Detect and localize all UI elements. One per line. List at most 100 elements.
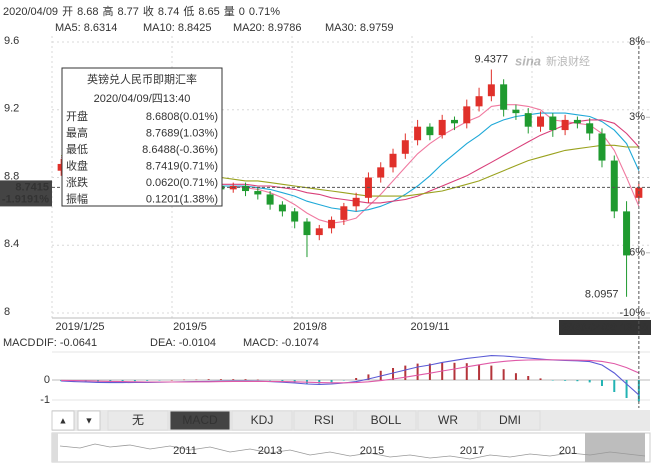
candle-body — [291, 211, 299, 222]
navigator-sparkline — [59, 443, 646, 460]
macd-bar — [379, 370, 382, 380]
macd-bar — [514, 373, 517, 380]
header-item: 高 — [102, 4, 113, 18]
macd-bar — [256, 379, 259, 381]
navigator-selection[interactable] — [585, 433, 645, 462]
macd-bar — [232, 379, 235, 380]
macd-panel: MACD 0 -1 MACD: -0.1074 DIF: -0.0641 DEA: -0.… — [3, 337, 650, 406]
candle-body — [561, 119, 569, 131]
candle-body — [487, 84, 495, 97]
candle-body — [254, 191, 262, 195]
tooltip-value: 8.6488(-0.36%) — [142, 144, 218, 156]
navigator-handle[interactable] — [52, 433, 58, 462]
arrow-up[interactable]: ▲ — [59, 415, 68, 425]
crosshair-pct: -1.9191% — [2, 193, 49, 205]
header-item: 2020/04/09 — [3, 6, 58, 18]
candle-body — [389, 153, 397, 168]
macd-bar — [244, 379, 247, 380]
macd-bar — [416, 363, 419, 380]
tab[interactable] — [355, 410, 417, 431]
tab-label[interactable]: KDJ — [251, 413, 274, 427]
macd-bar — [539, 378, 542, 380]
tab-label[interactable]: DMI — [499, 413, 521, 427]
macd-bar — [170, 380, 173, 381]
tooltip-label: 涨跌 — [66, 175, 88, 189]
x-tick-label: 2019/5 — [173, 321, 207, 333]
candle-body — [303, 221, 311, 236]
macd-bar — [551, 380, 554, 381]
arrow-down[interactable]: ▼ — [85, 415, 94, 425]
navigator-year: 201 — [559, 445, 577, 457]
navigator-year: 2015 — [360, 445, 384, 457]
legend-entry: MA5: 8.6314 — [55, 22, 117, 34]
macd-bar — [404, 365, 407, 380]
tooltip-value: 0.1201(1.38%) — [146, 193, 218, 205]
tab-label[interactable]: 无 — [132, 413, 144, 427]
macd-bar — [219, 379, 222, 380]
tab-label[interactable]: WR — [438, 413, 458, 427]
header-item: 8.74 — [158, 6, 179, 18]
macd-bar — [490, 365, 493, 380]
tabs: 无 MACD KDJ RSI BOLL WR DMI — [107, 410, 541, 431]
tab[interactable] — [293, 410, 355, 431]
navigator-year: 2017 — [460, 445, 484, 457]
macd-bar — [158, 380, 161, 381]
x-tick-label: 2019/1/25 — [56, 321, 105, 333]
watermark-logo: sina — [515, 53, 541, 68]
macd-bar — [342, 380, 345, 381]
legend-entry: MA30: 8.9759 — [325, 22, 394, 34]
arrow-button[interactable] — [51, 410, 75, 431]
candle-body — [512, 109, 520, 114]
navigator-years: 2011 2013 2015 2017 201 — [173, 445, 577, 457]
tab[interactable] — [417, 410, 479, 431]
header-item: 8.77 — [117, 6, 138, 18]
candle-body — [328, 219, 336, 229]
macd-bar — [318, 380, 321, 384]
tab[interactable] — [107, 410, 169, 431]
header-item: 8.68 — [77, 6, 98, 18]
candle-body — [500, 84, 508, 110]
y-tick-label: 9.6 — [4, 35, 19, 47]
macd-bar — [625, 380, 628, 398]
legend-entry: DIF: -0.0641 — [36, 337, 97, 349]
legend-entry: DEA: -0.0104 — [150, 337, 216, 349]
tab-label[interactable]: MACD — [182, 413, 218, 427]
y-tick-label: -1 — [40, 394, 50, 406]
candle-body — [623, 211, 631, 256]
header-item: 收 — [143, 4, 154, 18]
macd-line — [61, 359, 640, 384]
candle-body — [315, 228, 323, 236]
time-box — [559, 320, 651, 335]
tab[interactable] — [169, 410, 231, 431]
candle-body — [414, 126, 422, 141]
navigator-year: 2013 — [258, 445, 282, 457]
arrow-button[interactable] — [77, 410, 101, 431]
tab[interactable] — [231, 410, 293, 431]
macd-bar — [428, 363, 431, 380]
macd-bar — [564, 380, 567, 381]
macd-bar — [330, 380, 333, 383]
candle-body — [573, 119, 581, 124]
navigator-year: 2011 — [173, 445, 197, 457]
candle-body — [340, 206, 348, 220]
macd-bar — [195, 379, 198, 381]
candle-body — [610, 160, 618, 212]
tooltip-label: 开盘 — [66, 109, 88, 123]
candle-body — [401, 140, 409, 154]
candle-body — [586, 123, 594, 134]
legend-entry: MA10: 8.8425 — [143, 22, 212, 34]
legend-entry: MA20: 8.9786 — [233, 22, 302, 34]
macd-bar — [527, 376, 530, 380]
tab[interactable] — [479, 410, 541, 431]
tooltip-label: 最低 — [66, 143, 88, 156]
tab-label[interactable]: BOLL — [371, 413, 402, 427]
x-tick-label: 2019/8 — [293, 321, 327, 333]
y2-tick-label: 8% — [629, 36, 645, 48]
macd-bar — [465, 363, 468, 380]
tab-label[interactable]: RSI — [314, 413, 334, 427]
macd-bar — [613, 380, 616, 392]
candle-body — [426, 126, 434, 136]
candle-body — [242, 185, 250, 192]
y2-tick-label: 3% — [629, 111, 645, 123]
